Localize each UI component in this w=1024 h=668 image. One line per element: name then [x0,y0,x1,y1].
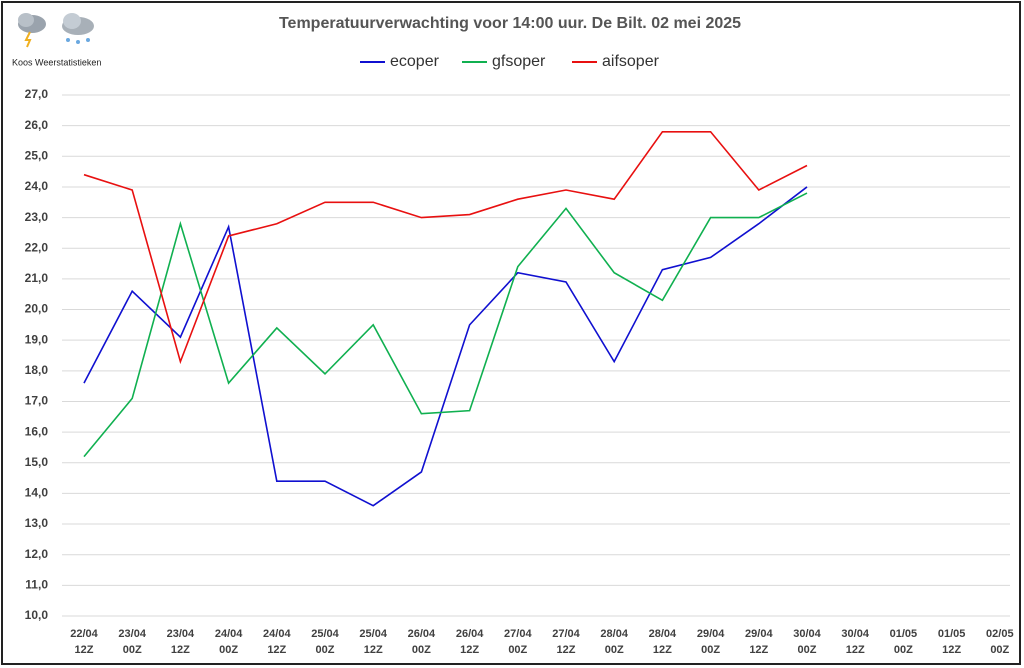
y-tick-label: 12,0 [25,547,49,561]
y-tick-label: 26,0 [25,118,49,132]
legend-label: ecoper [390,53,440,70]
legend-label: aifsoper [602,53,660,70]
x-tick-label: 02/05 00Z [986,628,1014,656]
legend-label: gfsoper [492,53,546,70]
series-line [83,130,808,365]
y-tick-label: 18,0 [25,363,49,377]
x-tick-label: 23/04 12Z [166,628,195,656]
x-tick-label: 28/04 12Z [648,628,677,656]
y-tick-label: 22,0 [25,240,49,254]
series-line [83,186,808,507]
y-tick-label: 24,0 [25,179,49,193]
x-tick-label: 26/04 00Z [407,628,436,656]
y-tick-label: 10,0 [25,608,49,622]
chart-title: Temperatuurverwachting voor 14:00 uur. D… [279,15,741,32]
x-tick-label: 01/05 12Z [937,628,966,656]
logo-text: Koos Weerstatistieken [12,57,101,67]
y-tick-label: 20,0 [25,302,49,316]
x-tick-label: 27/04 00Z [504,628,532,656]
x-tick-label: 29/04 12Z [745,628,773,656]
y-tick-label: 13,0 [25,516,49,530]
x-tick-label: 27/04 12Z [552,628,580,656]
x-tick-label: 30/04 12Z [841,628,869,656]
y-tick-label: 25,0 [25,148,49,162]
x-tick-label: 24/04 12Z [263,628,291,656]
x-tick-label: 29/04 00Z [696,628,725,656]
y-tick-label: 19,0 [25,332,49,346]
y-tick-label: 27,0 [25,87,49,101]
x-tick-label: 25/04 00Z [311,628,339,656]
y-tick-label: 11,0 [25,578,48,592]
x-tick-label: 23/04 00Z [118,628,146,656]
x-tick-label: 24/04 00Z [214,628,243,656]
y-tick-label: 17,0 [25,394,49,408]
x-tick-label: 01/05 00Z [889,628,918,656]
y-tick-label: 15,0 [25,455,49,469]
logo-icons [18,13,94,48]
x-tick-label: 25/04 12Z [359,628,387,656]
x-tick-label: 28/04 00Z [600,628,628,656]
y-tick-label: 23,0 [25,210,49,224]
x-tick-label: 30/04 00Z [793,628,821,656]
y-tick-label: 21,0 [25,271,49,285]
x-tick-label: 22/04 12Z [70,628,98,656]
y-tick-label: 16,0 [25,424,49,438]
series-line [83,192,808,458]
y-tick-label: 14,0 [25,486,49,500]
x-tick-label: 26/04 12Z [455,628,484,656]
